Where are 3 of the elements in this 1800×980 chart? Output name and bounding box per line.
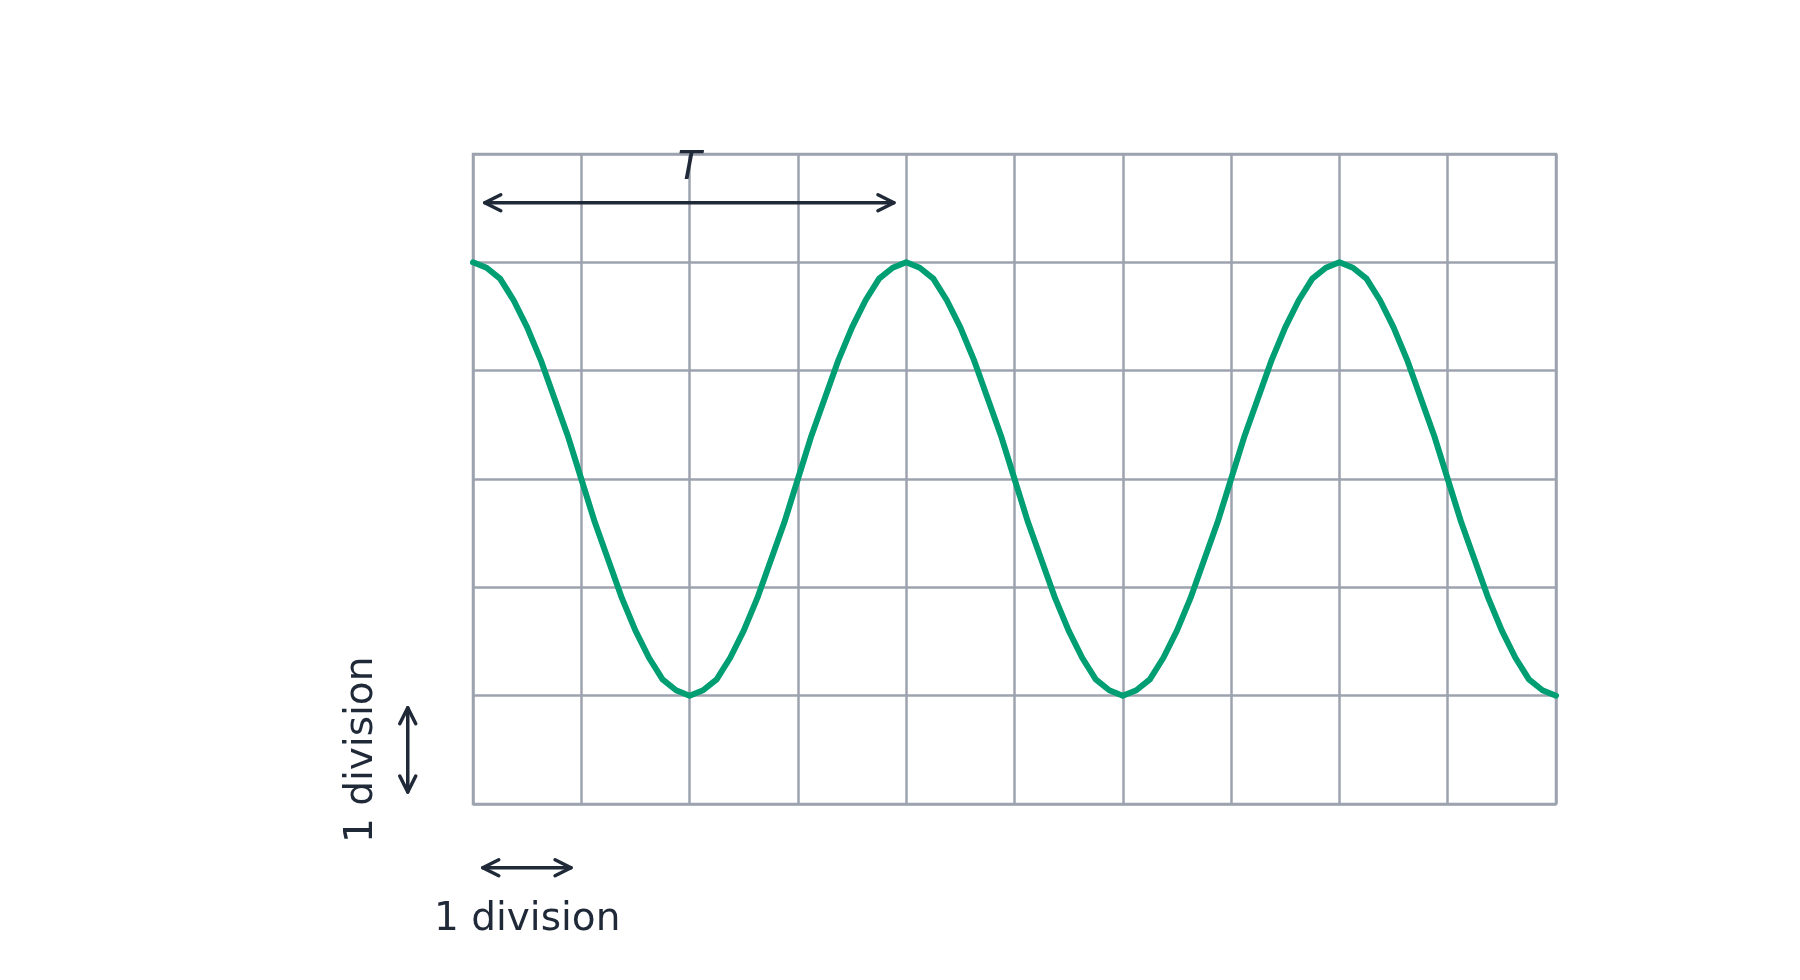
text: 1 division (433, 893, 621, 939)
text: T (677, 142, 705, 188)
text: 1 division (335, 656, 381, 844)
